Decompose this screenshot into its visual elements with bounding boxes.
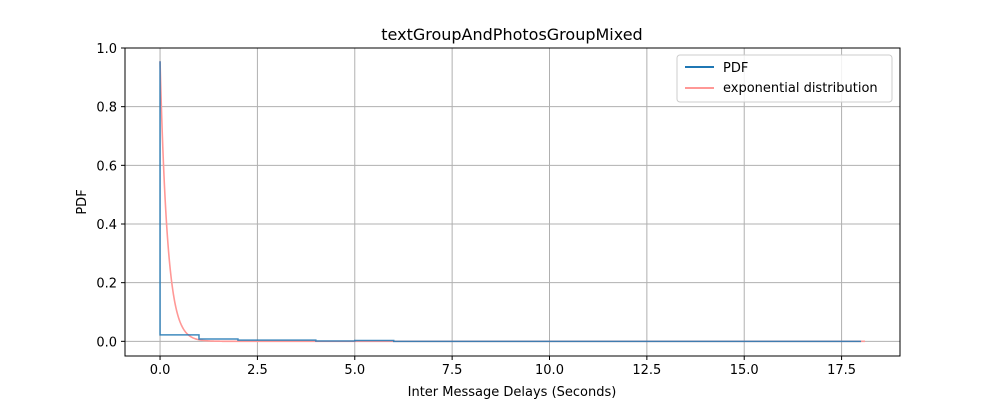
ticks: 0.0 2.5 5.0 7.5 10.0 12.5 15.0 17.5 0.0 0.2 0.4 0.6… [96, 42, 856, 378]
x-tick-label: 7.5 [442, 363, 463, 378]
y-tick-label: 0.2 [96, 277, 117, 292]
x-tick-label: 5.0 [344, 363, 365, 378]
x-tick-label: 2.5 [247, 363, 268, 378]
x-tick-label: 17.5 [827, 363, 856, 378]
x-tick-label: 10.0 [535, 363, 564, 378]
y-tick-label: 0.4 [96, 218, 117, 233]
legend-pdf-label: PDF [723, 61, 748, 76]
y-tick-label: 0.6 [96, 159, 117, 174]
y-axis-label: PDF [75, 189, 90, 214]
series-exponential-distribution [159, 61, 865, 343]
x-axis-label: Inter Message Delays (Seconds) [408, 385, 617, 400]
legend-exponential-label: exponential distribution [723, 81, 878, 96]
legend-box [676, 54, 893, 103]
y-tick-label: 0.0 [96, 335, 117, 350]
x-tick-label: 0.0 [150, 363, 171, 378]
plot-frame [124, 47, 901, 357]
legend: PDF exponential distribution [676, 54, 893, 103]
y-tick-label: 1.0 [96, 42, 117, 57]
y-tick-label: 0.8 [96, 101, 117, 116]
chart-title: textGroupAndPhotosGroupMixed [381, 25, 642, 44]
x-tick-label: 12.5 [632, 363, 661, 378]
series-pdf [159, 61, 862, 343]
x-tick-label: 15.0 [730, 363, 759, 378]
plot-area [159, 61, 865, 343]
